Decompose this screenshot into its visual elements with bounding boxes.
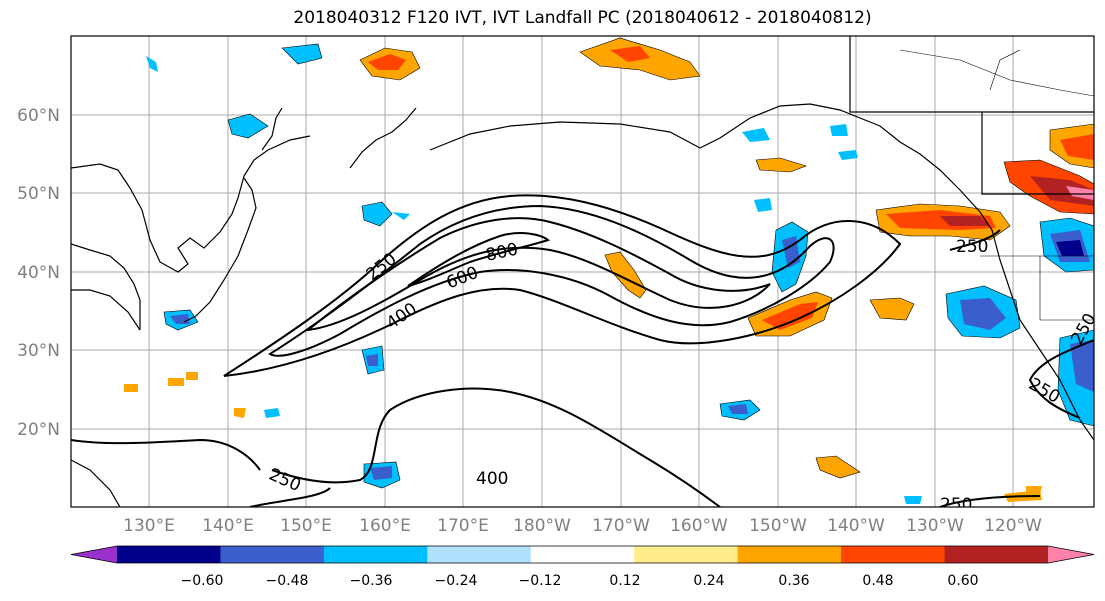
colorbar-tick-label: −0.48 — [266, 573, 309, 589]
map-frame — [70, 35, 1095, 508]
ivt-contours — [71, 194, 1094, 507]
colorbar-swatch — [737, 546, 842, 563]
contour-label-250-bottom: 250 — [940, 495, 972, 515]
contour-label-250-coast: 250 — [956, 237, 988, 257]
lon-label: 160°W — [670, 516, 728, 536]
lat-label: 30°N — [17, 341, 60, 361]
colorbar-tick-label: −0.36 — [350, 573, 393, 589]
colorbar-swatch — [1048, 546, 1094, 563]
colorbar-tick-label: 0.48 — [862, 573, 893, 589]
contour-label-250: 250 — [363, 249, 401, 285]
colorbar-swatch — [71, 546, 117, 563]
lon-label: 130°W — [906, 516, 964, 536]
lon-label: 170°E — [437, 516, 489, 536]
colorbar-tick-label: 0.12 — [609, 573, 640, 589]
lon-label: 130°E — [123, 516, 175, 536]
gridlines — [71, 36, 1094, 507]
lat-labels: 60°N 50°N 40°N 30°N 20°N — [17, 106, 60, 440]
colorbar-outline — [70, 545, 1095, 564]
lon-label: 150°W — [749, 516, 807, 536]
lon-label: 120°W — [984, 516, 1042, 536]
lon-label: 150°E — [280, 516, 332, 536]
colorbar-swatch — [944, 546, 1049, 563]
colorbar-swatch — [220, 546, 325, 563]
contour-label-400-south: 400 — [476, 469, 508, 489]
lon-label: 180°W — [513, 516, 571, 536]
colorbar-swatch — [117, 546, 221, 563]
lat-label: 60°N — [17, 106, 60, 126]
colorbar-swatch — [841, 546, 946, 563]
colorbar-tick-label: 0.24 — [693, 573, 724, 589]
colorbar-tick-label: −0.24 — [435, 573, 478, 589]
coastlines — [71, 36, 1094, 507]
map-title: 2018040312 F120 IVT, IVT Landfall PC (20… — [293, 8, 872, 28]
contour-label-250-south: 250 — [266, 465, 304, 496]
lat-label: 40°N — [17, 263, 60, 283]
contour-label-600: 600 — [444, 263, 482, 294]
colorbar-tick-labels: −0.60 −0.48 −0.36 −0.24 −0.12 0.12 0.24 … — [181, 573, 979, 589]
colorbar-tick-label: −0.12 — [519, 573, 562, 589]
political-borders — [899, 49, 1094, 321]
lon-label: 170°W — [592, 516, 650, 536]
colorbar-swatch — [427, 546, 532, 563]
lon-label: 140°W — [827, 516, 885, 536]
lon-label: 140°E — [202, 516, 254, 536]
colorbar-swatch — [634, 546, 739, 563]
lat-label: 20°N — [17, 420, 60, 440]
colorbar-tick-label: 0.60 — [947, 573, 978, 589]
lon-label: 160°E — [359, 516, 411, 536]
colorbar-tick-label: −0.60 — [181, 573, 224, 589]
lat-label: 50°N — [17, 184, 60, 204]
colorbar-swatch — [323, 546, 428, 563]
contour-label-800: 800 — [484, 239, 520, 265]
colorbar-swatch — [530, 546, 635, 563]
contour-label-400: 400 — [383, 299, 421, 334]
colorbar-tick-label: 0.36 — [778, 573, 809, 589]
lon-labels: 130°E 140°E 150°E 160°E 170°E 180°W 170°… — [123, 516, 1042, 536]
map-plot-area: 250 400 600 800 250 400 250 250 250 250 — [71, 36, 1094, 515]
colorbar — [70, 545, 1095, 564]
